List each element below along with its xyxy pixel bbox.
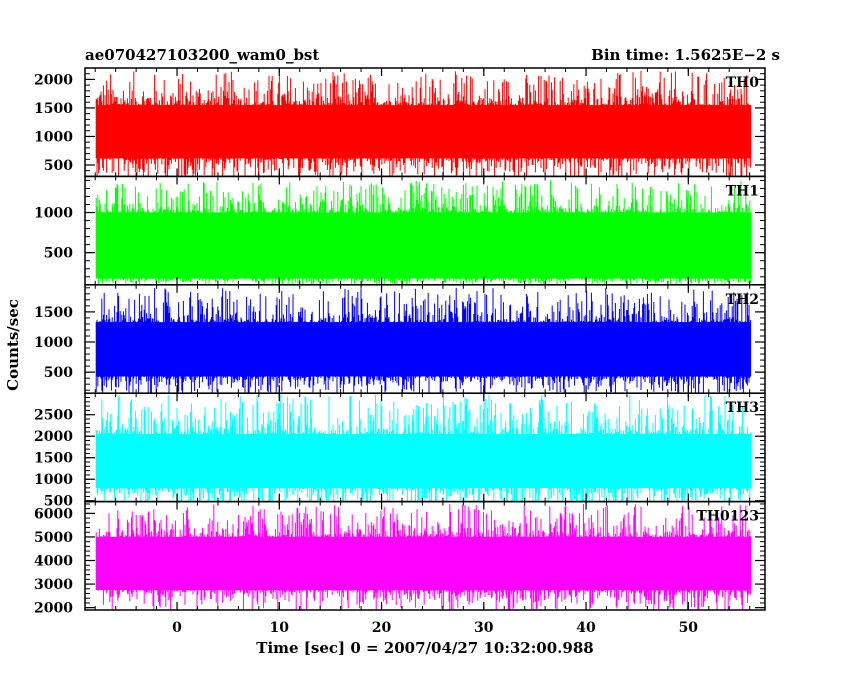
panel-th1: 500 1000 TH1 <box>34 175 766 286</box>
y-tick-label: 1000 <box>34 129 73 145</box>
panel-label-th3: TH3 <box>726 400 759 416</box>
panel-th3: 500 1000 1500 2000 2500 TH3 <box>34 392 766 510</box>
y-tick-label: 2000 <box>34 429 73 445</box>
x-axis-label: Time [sec] 0 = 2007/04/27 10:32:00.988 <box>256 639 593 657</box>
panel-label-th0: TH0 <box>726 75 760 91</box>
panel-th2: 500 1000 1500 TH2 <box>34 284 766 394</box>
series-th3-band <box>96 442 751 488</box>
y-tick-label: 1000 <box>34 335 73 351</box>
y-tick-label: 1500 <box>34 305 73 321</box>
y-tick-label: 500 <box>44 494 73 510</box>
y-tick-label: 500 <box>44 158 73 174</box>
x-tick-label: 0 <box>172 620 182 636</box>
y-axis-label: Counts/sec <box>4 299 22 391</box>
y-tick-label: 3000 <box>34 577 73 593</box>
panel-th0: 500 1000 1500 2000 TH0 <box>34 67 766 178</box>
y-tick-label: 1500 <box>34 451 73 467</box>
panel-label-th1: TH1 <box>726 183 759 199</box>
x-tick-label: 30 <box>474 620 494 636</box>
panel-label-th2: TH2 <box>726 292 759 308</box>
y-tick-label: 2000 <box>34 72 73 88</box>
series-th0123-band <box>96 544 751 590</box>
y-tick-label: 2500 <box>34 408 73 424</box>
title-left: ae070427103200_wam0_bst <box>85 46 319 64</box>
title-right: Bin time: 1.5625E−2 s <box>591 46 780 64</box>
y-tick-label: 500 <box>44 246 73 262</box>
panel-label-th0123: TH0123 <box>696 509 759 525</box>
y-tick-label: 4000 <box>34 554 73 570</box>
y-tick-label: 1500 <box>34 101 73 117</box>
x-tick-label: 20 <box>372 620 392 636</box>
y-tick-label: 2000 <box>34 601 73 617</box>
y-tick-label: 5000 <box>34 530 73 546</box>
panel-th0123: 2000 3000 4000 5000 6000 TH0123 <box>34 500 766 617</box>
series-th1-band <box>96 222 751 279</box>
y-tick-label: 500 <box>44 365 73 381</box>
y-tick-label: 6000 <box>34 506 73 522</box>
y-tick-label: 1000 <box>34 206 73 222</box>
series-th2-band <box>96 330 751 377</box>
x-tick-label: 50 <box>679 620 699 636</box>
x-tick-labels: 0 10 20 30 40 50 <box>172 620 698 636</box>
panels-group: 500 1000 1500 2000 TH0 500 1000 TH1 500 1000 1500 T… <box>34 67 766 617</box>
y-tick-label: 1000 <box>34 472 73 488</box>
x-tick-label: 40 <box>576 620 596 636</box>
series-th0-band <box>96 113 751 159</box>
x-tick-label: 10 <box>270 620 290 636</box>
